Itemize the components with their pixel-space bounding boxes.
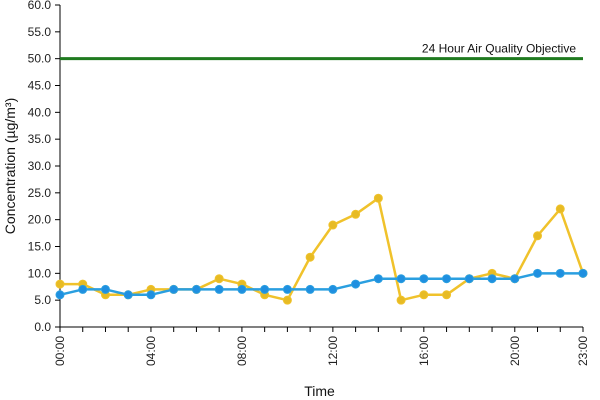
data-point [169,284,179,294]
y-tick-label: 45.0 [28,79,52,93]
y-axis-title: Concentration (µg/m³) [2,98,18,234]
data-point [214,284,224,294]
data-point [510,274,520,284]
data-point [328,284,338,294]
data-point [260,284,270,294]
x-tick-label: 04:00 [144,336,158,366]
data-point [442,274,452,284]
data-point [396,274,406,284]
data-point [191,284,201,294]
x-tick-label: 08:00 [235,336,249,366]
series-group [55,193,588,305]
data-point [396,295,406,305]
data-point [533,268,543,278]
data-point [282,295,292,305]
data-point [555,204,565,214]
data-point [464,274,474,284]
data-point [55,290,65,300]
x-axis-title: Time [304,383,335,399]
y-tick-label: 35.0 [28,132,52,146]
x-tick-label: 20:00 [508,336,522,366]
data-point [419,290,429,300]
data-point [214,274,224,284]
y-tick-label: 50.0 [28,52,52,66]
data-point [305,284,315,294]
air-quality-objective-label: 24 Hour Air Quality Objective [422,42,576,56]
data-point [555,268,565,278]
x-tick-label: 12:00 [326,336,340,366]
x-tick-label: 00:00 [53,336,67,366]
y-tick-label: 40.0 [28,105,52,119]
data-point [442,290,452,300]
x-tick-label: 16:00 [417,336,431,366]
x-axis-ticks: 00:00 04:00 08:00 12:00 16:00 20:00 23:00 [53,327,590,366]
y-axis-ticks: 0.0 5.0 10.0 15.0 20.0 25.0 30.0 35.0 40.0 45.0 50… [28,0,60,334]
data-point [533,231,543,241]
data-point [487,274,497,284]
y-tick-label: 30.0 [28,159,52,173]
series-line [60,196,585,302]
data-point [78,284,88,294]
data-point [578,268,588,278]
y-tick-label: 55.0 [28,25,52,39]
y-tick-label: 5.0 [34,293,51,307]
x-tick-label: 23:00 [576,336,590,366]
series-1 [55,193,588,305]
data-point [146,290,156,300]
data-point [373,193,383,203]
data-point [305,252,315,262]
data-point [328,220,338,230]
y-tick-label: 20.0 [28,213,52,227]
series-2 [55,268,588,300]
y-tick-label: 0.0 [34,320,51,334]
data-point [373,274,383,284]
data-point [237,284,247,294]
data-point [282,284,292,294]
y-tick-label: 25.0 [28,186,52,200]
data-point [100,284,110,294]
data-point [351,279,361,289]
y-tick-label: 60.0 [28,0,52,12]
data-point [351,209,361,219]
y-tick-label: 15.0 [28,240,52,254]
y-tick-label: 10.0 [28,266,52,280]
reference-line-group: 24 Hour Air Quality Objective [60,42,583,61]
data-point [123,290,133,300]
data-point [55,279,65,289]
data-point [419,274,429,284]
